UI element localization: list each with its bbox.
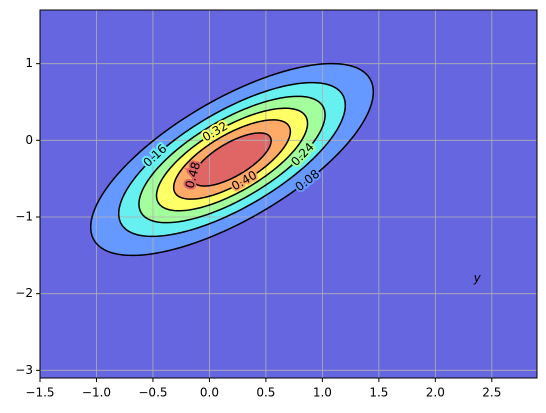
contour-line [117,81,347,238]
contour-line [89,62,375,257]
x-tick-label: 1.5 [369,386,388,400]
x-tick-label: −0.5 [138,386,167,400]
contour-line [138,95,326,224]
contour-fill [192,132,272,187]
y-tick-label: −2 [15,286,33,300]
contour-line [172,119,292,200]
contour-line [155,107,309,212]
annotation: y [473,271,482,285]
axes-frame [39,9,538,379]
x-tick-label: 2.5 [482,386,501,400]
x-tick-label: 1.0 [313,386,332,400]
y-tick-label: 0 [25,133,33,147]
y-tick-label: 1 [25,56,33,70]
x-tick-label: −1.0 [82,386,111,400]
y-tick-label: −3 [15,363,33,377]
plot-area: 0.080.16 0.240.320.400.48 [40,10,537,378]
x-tick-label: 0.0 [200,386,219,400]
x-tick-label: 2.0 [426,386,445,400]
y-tick-label: −1 [15,210,33,224]
contour-line [192,132,272,187]
x-tick-label: 0.5 [256,386,275,400]
x-tick-label: −1.5 [25,386,54,400]
